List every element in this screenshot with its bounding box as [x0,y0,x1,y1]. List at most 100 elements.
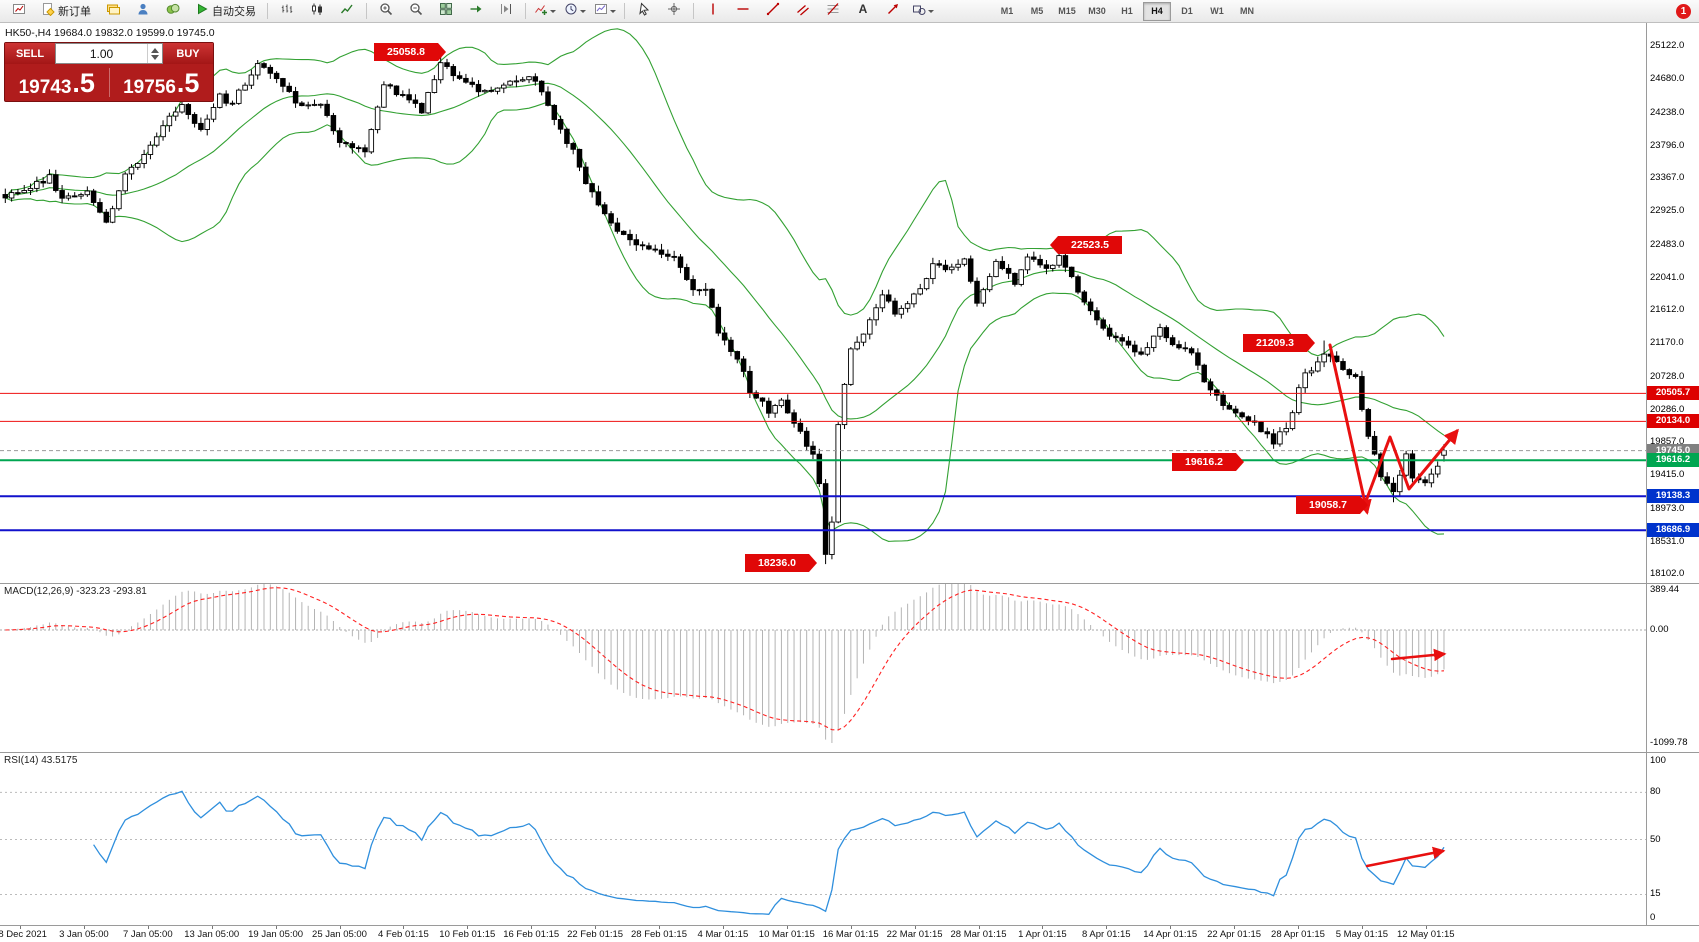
indicators-button[interactable] [531,1,559,22]
time-axis-label: 25 Jan 05:00 [312,929,367,940]
autotrade-button[interactable]: 自动交易 [189,1,262,22]
fibonacci-icon[interactable] [819,1,847,22]
cursor-icon[interactable] [630,1,658,22]
timeframe-H4[interactable]: H4 [1143,1,1171,21]
indicators-plus-icon [534,2,548,21]
buy-button[interactable]: BUY [163,43,213,64]
price-axis[interactable]: 25122.0 24680.0 24238.0 23796.0 23367.0 22925… [1647,0,1699,942]
timeframe-M30[interactable]: M30 [1088,6,1106,16]
chart-shift-icon[interactable] [492,1,520,22]
timeframe-M5[interactable]: M5 [1030,6,1044,16]
channel-icon[interactable] [789,1,817,22]
line-chart-icon[interactable] [333,1,361,22]
time-tick [1361,926,1363,929]
price-tag: 19138.3 [1647,489,1699,504]
toolbar-separator [525,3,526,19]
volume-increase-button[interactable] [151,44,159,53]
macd-axis-label: -1099.78 [1650,737,1688,749]
time-axis-label: 16 Feb 01:15 [503,929,560,940]
time-tick [1425,926,1427,929]
price-divider [108,68,110,97]
candlestick-chart-icon[interactable] [303,1,331,22]
time-axis-label: 28 Feb 01:15 [631,929,687,940]
volume-spinner [147,44,162,63]
new-order-button[interactable]: 新订单 [35,1,97,22]
time-axis[interactable]: 28 Dec 2021 3 Jan 05:00 7 Jan 05:00 13 Jan … [0,926,1646,942]
price-axis-label: 23796.0 [1650,139,1685,151]
templates-button[interactable] [591,1,619,22]
time-tick [339,926,341,929]
chevron-down-icon [550,10,556,16]
trendline-icon[interactable] [759,1,787,22]
price-axis-label: 21612.0 [1650,304,1685,316]
text-label-icon[interactable]: A [849,1,877,22]
sell-price[interactable]: 19743.5 [18,68,95,98]
price-callout[interactable]: 22523.5 [1050,236,1122,254]
time-tick [403,926,405,929]
arrow-object-icon[interactable] [879,1,907,22]
timeframe-MN[interactable]: MN [1240,6,1254,16]
profile-icon[interactable] [129,1,157,22]
price-axis-label: 18531.0 [1650,535,1685,547]
chart-shift-icon [499,2,513,21]
price-callout[interactable]: 25058.8 [374,43,446,61]
time-tick [850,926,852,929]
shapes-button[interactable] [909,1,937,22]
tile-windows-icon[interactable] [432,1,460,22]
time-axis-label: 22 Apr 01:15 [1207,929,1262,940]
volume-input[interactable] [56,45,147,62]
price-axis-label: 22925.0 [1650,205,1685,217]
price-callout[interactable]: 21209.3 [1243,334,1315,352]
panel-separator[interactable] [0,583,1699,584]
timeframe-M1[interactable]: M1 [1000,6,1014,16]
price-tag: 20505.7 [1647,386,1699,401]
price-axis-label: 22041.0 [1650,271,1685,283]
auto-scroll-icon[interactable] [462,1,490,22]
bar-chart-icon[interactable] [273,1,301,22]
price-axis-label: 19415.0 [1650,469,1685,481]
time-tick [531,926,533,929]
toolbar-button-label: 新订单 [58,6,91,18]
timeframe-W1[interactable]: W1 [1210,6,1224,16]
vertical-line-icon[interactable] [699,1,727,22]
price-callout[interactable]: 19616.2 [1172,453,1244,471]
sell-button[interactable]: SELL [5,43,55,64]
zoom-in-icon[interactable] [372,1,400,22]
new-chart-icon[interactable] [5,1,33,22]
timeframe-M15[interactable]: M15 [1058,6,1076,16]
volume-decrease-button[interactable] [151,54,159,64]
price-axis-border [1646,23,1647,925]
price-axis-label: 24238.0 [1650,106,1685,118]
rsi-axis-label: 50 [1650,833,1661,845]
notification-badge[interactable]: 1 [1676,4,1691,19]
price-callout[interactable]: 18236.0 [745,554,817,572]
time-axis-label: 22 Feb 01:15 [567,929,624,940]
macd-axis-label: 389.44 [1650,583,1680,595]
tickets-icon[interactable] [99,1,127,22]
periods-button[interactable] [561,1,589,22]
price-callout[interactable]: 19058.7 [1296,496,1368,514]
time-axis-label: 12 May 01:15 [1397,929,1455,940]
time-tick [722,926,724,929]
panel-separator[interactable] [0,752,1699,753]
price-axis-label: 18102.0 [1650,568,1685,580]
timeframe-H1[interactable]: H1 [1121,6,1133,16]
channel-icon [796,2,810,21]
crosshair-icon[interactable] [660,1,688,22]
horizontal-line-icon[interactable] [729,1,757,22]
cursor-icon [637,1,651,21]
chevron-down-icon [610,10,616,16]
time-axis-label: 28 Mar 01:15 [950,929,1007,940]
time-tick [1170,926,1172,929]
price-tag: 20134.0 [1647,414,1699,429]
auto-scroll-icon [469,2,483,21]
macd-panel [0,584,1646,743]
timeframe-D1[interactable]: D1 [1181,6,1193,16]
time-axis-label: 8 Apr 01:15 [1081,929,1131,940]
zoom-out-icon[interactable] [402,1,430,22]
rsi-axis-label: 0 [1650,912,1656,923]
market-watch-icon[interactable] [159,1,187,22]
buy-price[interactable]: 19756.5 [123,68,200,98]
toolbar-separator [267,3,268,19]
